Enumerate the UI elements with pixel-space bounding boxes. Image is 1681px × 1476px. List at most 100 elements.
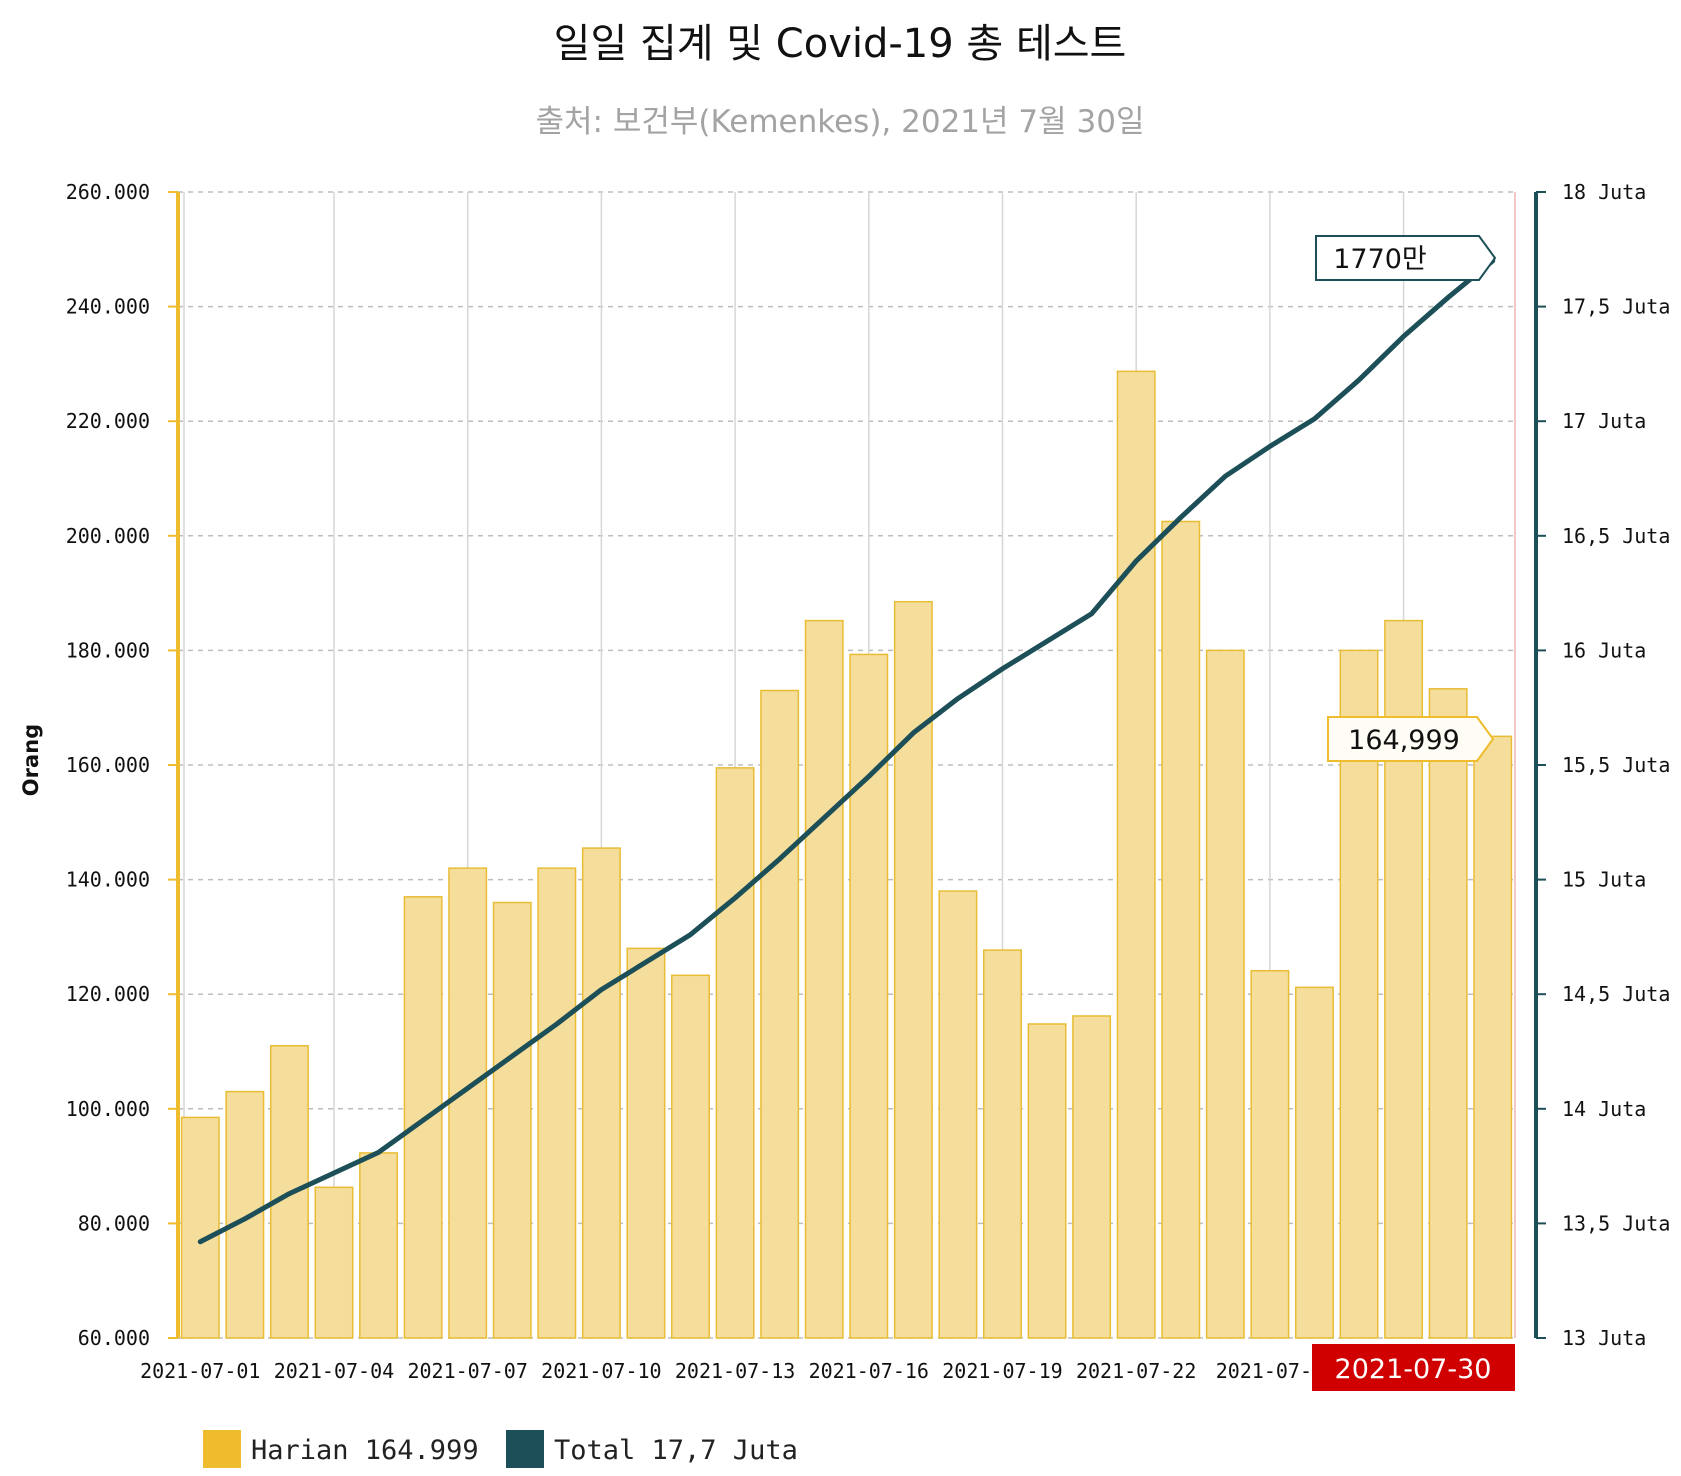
bar-2021-07-15 [804,619,844,1339]
bar-2021-07-05 [359,1152,399,1339]
left-tick-label: 220.000 [66,409,150,433]
bar-2021-07-20 [1027,1023,1067,1339]
x-axis-ticks: 2021-07-01 2021-07-04 2021-07-07 2021-07-10… [140,1359,1324,1383]
legend: Harian 164.999 Total 17,7 Juta [203,1430,798,1468]
total-point-2021-07-23 [1179,515,1183,519]
selected-date-marker: 2021-07-30 [1312,1344,1515,1391]
x-tick-label: 2021-07-10 [541,1359,661,1383]
total-point-2021-07-12 [689,933,693,937]
left-tick-label: 240.000 [66,295,150,319]
left-tick-label: 160.000 [66,753,150,777]
x-tick-label: 2021-07-2 [1216,1359,1324,1383]
selected-date-label: 2021-07-30 [1335,1354,1492,1385]
left-tick-label: 180.000 [66,638,150,662]
bar-2021-07-17 [893,600,933,1339]
right-tick-label: 14,5 Juta [1562,982,1670,1006]
total-point-2021-07-01 [198,1240,202,1244]
bar-2021-07-01 [180,1116,220,1339]
bar-2021-07-30 [1473,735,1513,1339]
total-point-2021-07-19 [1000,667,1004,671]
bar-2021-07-08 [492,901,532,1339]
total-point-2021-07-07 [466,1086,470,1090]
bar-2021-07-11 [626,947,666,1339]
legend-swatch-harian [203,1430,241,1468]
left-tick-label: 60.000 [78,1326,150,1350]
x-tick-label: 2021-07-16 [809,1359,929,1383]
total-point-2021-07-10 [599,988,603,992]
bar-2021-07-24 [1205,649,1245,1339]
right-tick-label: 15,5 Juta [1562,753,1670,777]
left-tick-label: 120.000 [66,982,150,1006]
x-tick-label: 2021-07-22 [1076,1359,1196,1383]
total-point-2021-07-06 [421,1118,425,1122]
bar-2021-07-18 [938,890,978,1339]
right-tick-label: 13 Juta [1562,1326,1646,1350]
left-tick-label: 100.000 [66,1097,150,1121]
right-axis-ticks: 13 Juta 13,5 Juta 14 Juta 14,5 Juta 15 Juta 1… [1536,180,1670,1350]
total-point-2021-07-05 [377,1150,381,1154]
total-point-2021-07-18 [956,697,960,701]
x-tick-label: 2021-07-04 [274,1359,394,1383]
bar-2021-07-14 [760,689,800,1339]
bar-2021-07-21 [1072,1015,1112,1339]
x-tick-label: 2021-07-07 [407,1359,527,1383]
total-point-2021-07-03 [287,1192,291,1196]
total-line [197,258,1496,1245]
bar-series-harian [180,370,1513,1339]
bar-2021-07-09 [537,867,577,1339]
right-tick-label: 17,5 Juta [1562,295,1670,319]
right-tick-label: 13,5 Juta [1562,1211,1670,1235]
total-point-2021-07-02 [243,1217,247,1221]
right-tick-label: 18 Juta [1562,180,1646,204]
bar-2021-07-12 [671,974,710,1339]
total-point-2021-07-15 [822,816,826,820]
bar-2021-07-10 [581,847,621,1339]
left-tick-label: 200.000 [66,524,150,548]
bar-2021-07-19 [983,949,1022,1339]
total-point-2021-07-21 [1090,612,1094,616]
x-tick-label: 2021-07-13 [675,1359,795,1383]
bar-2021-07-02 [225,1090,265,1339]
total-point-2021-07-28 [1402,334,1406,338]
total-point-2021-07-08 [510,1054,514,1058]
right-tick-label: 16 Juta [1562,638,1646,662]
bar-2021-07-29 [1428,688,1468,1339]
total-point-2021-07-04 [332,1171,336,1175]
daily-callout-text: 164,999 [1348,725,1460,756]
bar-2021-07-07 [448,867,488,1339]
total-point-2021-07-16 [867,774,871,778]
bar-2021-07-16 [849,653,889,1339]
total-callout-text: 1770만 [1333,244,1427,275]
bar-2021-07-22 [1116,370,1156,1339]
x-tick-label: 2021-07-19 [942,1359,1062,1383]
daily-callout: 164,999 [1327,716,1495,762]
legend-label-harian: Harian 164.999 [251,1435,479,1466]
left-tick-label: 80.000 [78,1211,150,1235]
line-series-total [197,258,1496,1245]
right-tick-label: 15 Juta [1562,868,1646,892]
total-point-2021-07-13 [733,896,737,900]
right-tick-label: 17 Juta [1562,409,1646,433]
legend-label-total: Total 17,7 Juta [554,1435,798,1466]
left-axis-ticks: 60.000 80.000 100.000 120.000 140.000 160.000… [66,180,178,1350]
left-tick-label: 260.000 [66,180,150,204]
total-point-2021-07-25 [1268,444,1272,448]
bar-2021-07-25 [1250,969,1290,1339]
total-point-2021-07-29 [1446,295,1450,299]
right-tick-label: 14 Juta [1562,1097,1646,1121]
total-point-2021-07-11 [644,960,648,964]
chart-title: 일일 집계 및 Covid-19 총 테스트 [554,21,1127,67]
left-tick-label: 140.000 [66,868,150,892]
total-point-2021-07-26 [1312,417,1316,421]
bar-2021-07-26 [1294,986,1334,1339]
total-point-2021-07-09 [555,1022,559,1026]
legend-swatch-total [506,1430,544,1468]
x-tick-label: 2021-07-01 [140,1359,260,1383]
total-point-2021-07-20 [1045,639,1049,643]
total-callout: 1770만 [1315,235,1497,281]
total-point-2021-07-14 [778,857,782,861]
total-point-2021-07-24 [1223,474,1227,478]
total-point-2021-07-17 [911,731,915,735]
right-tick-label: 16,5 Juta [1562,524,1670,548]
